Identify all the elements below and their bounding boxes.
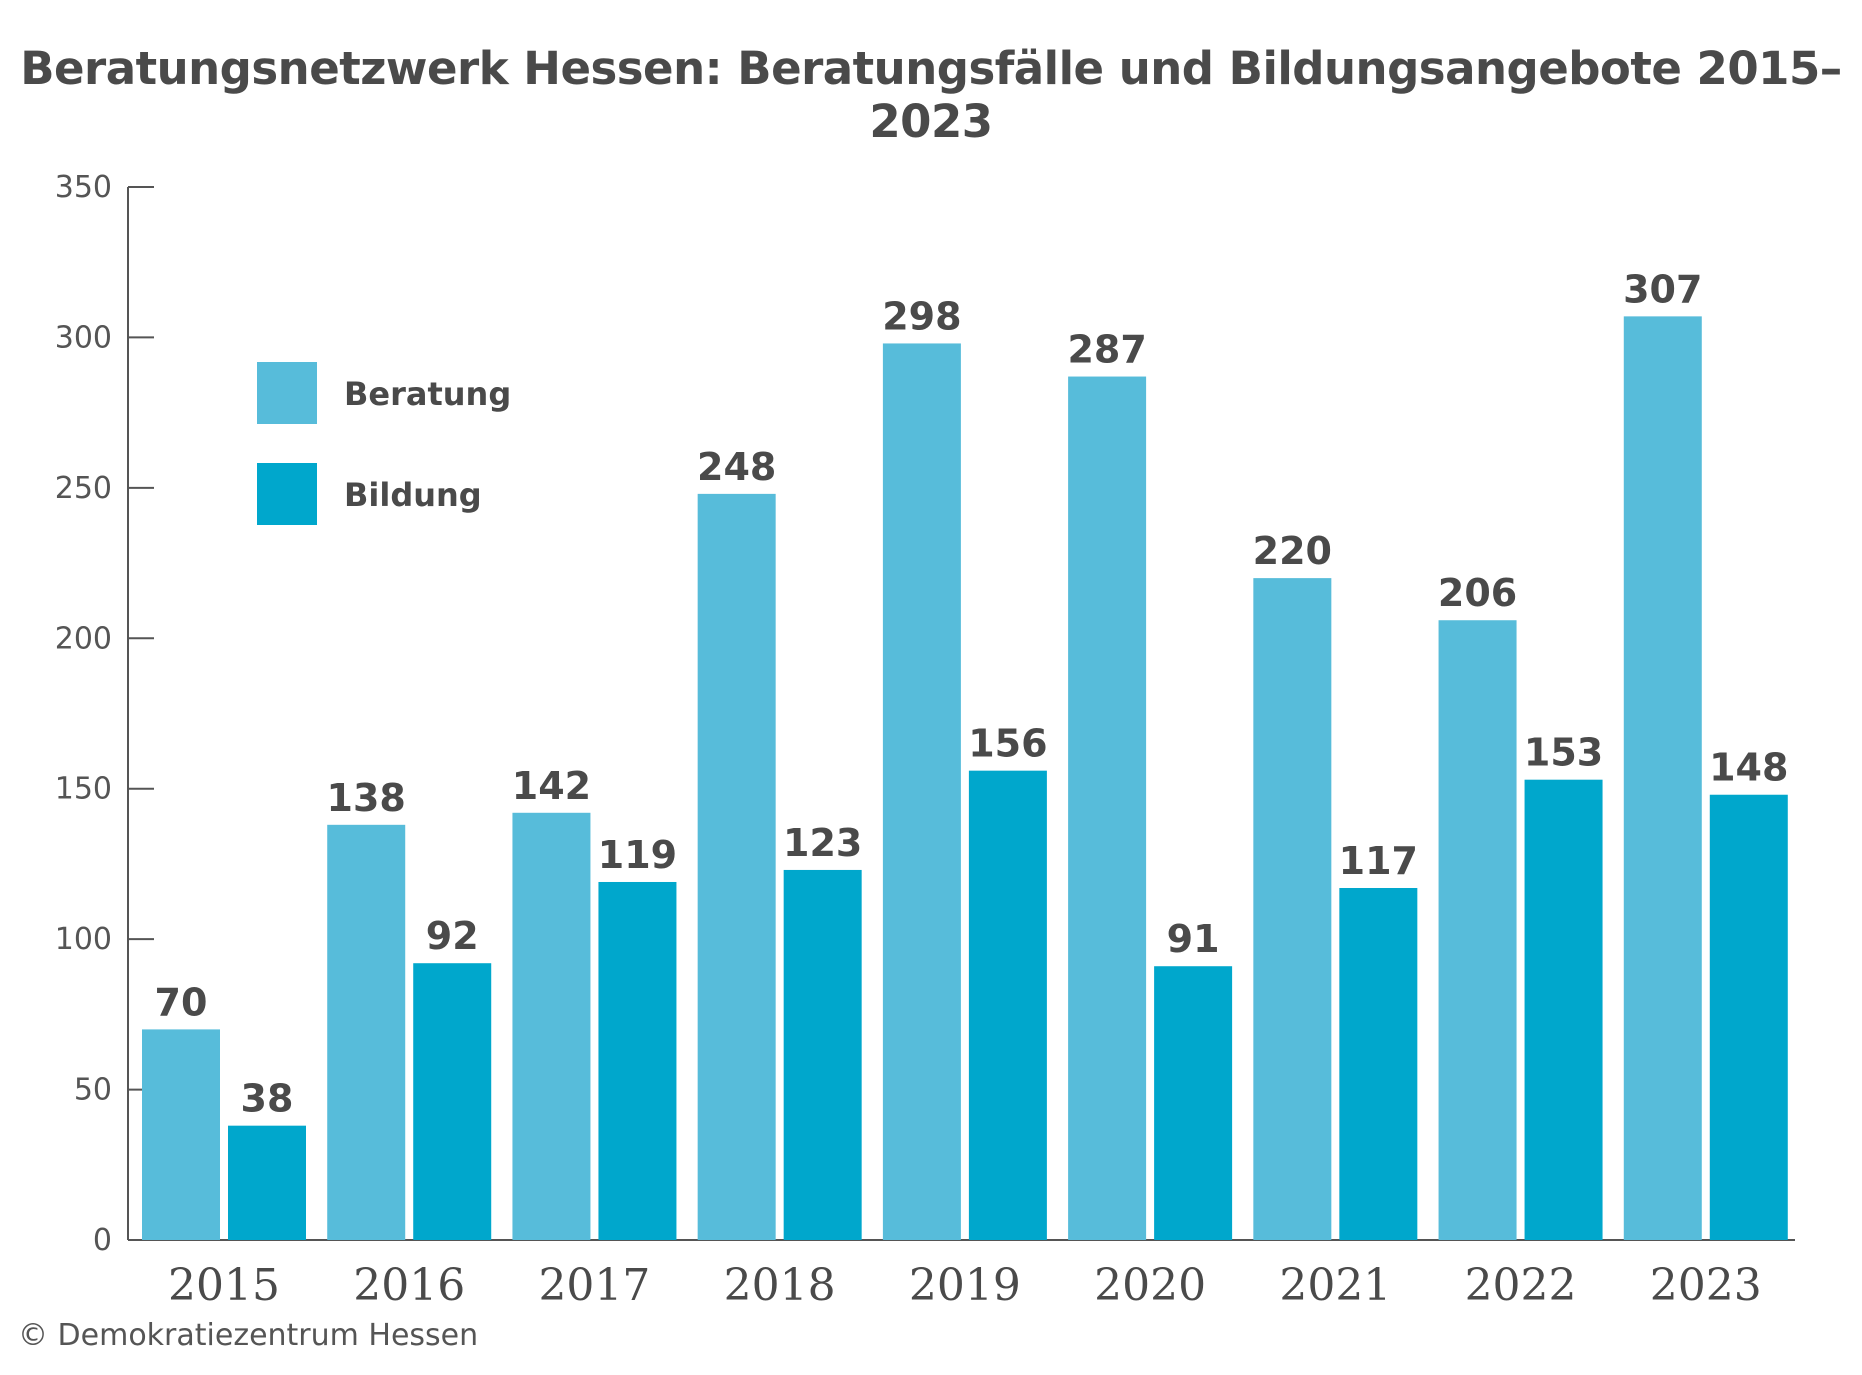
- y-tick-label: 150: [55, 772, 112, 807]
- y-tick-label: 200: [55, 621, 112, 656]
- bar-beratung-2020: [1068, 376, 1147, 1240]
- bar-beratung-2022: [1438, 620, 1517, 1240]
- y-tick-label: 300: [55, 320, 112, 355]
- legend-swatch-beratung: [257, 362, 317, 424]
- legend-label-bildung: Bildung: [344, 476, 482, 514]
- bar-beratung-2021: [1253, 578, 1332, 1240]
- data-label-bildung-2019: 156: [968, 722, 1047, 766]
- bar-bildung-2020: [1154, 966, 1233, 1240]
- bars: [142, 316, 1788, 1241]
- bar-beratung-2016: [327, 824, 406, 1240]
- legend-label-beratung: Beratung: [344, 375, 511, 413]
- data-label-bildung-2023: 148: [1709, 746, 1788, 790]
- bar-bildung-2017: [598, 881, 677, 1240]
- data-label-beratung-2020: 287: [1067, 328, 1146, 372]
- bar-bildung-2016: [413, 963, 492, 1240]
- y-tick-label: 0: [93, 1223, 112, 1258]
- bar-bildung-2018: [783, 869, 862, 1240]
- x-tick-label-2018: 2018: [724, 1260, 836, 1311]
- data-label-beratung-2016: 138: [327, 776, 406, 820]
- x-tick-label-2016: 2016: [353, 1260, 465, 1311]
- data-label-beratung-2023: 307: [1623, 267, 1702, 311]
- y-tick-label: 250: [55, 471, 112, 506]
- x-tick-label-2022: 2022: [1465, 1260, 1577, 1311]
- data-label-bildung-2020: 91: [1167, 917, 1220, 961]
- x-tick-label-2020: 2020: [1094, 1260, 1206, 1311]
- bar-bildung-2021: [1339, 887, 1418, 1240]
- data-label-bildung-2017: 119: [598, 833, 677, 877]
- x-tick-label-2021: 2021: [1279, 1260, 1391, 1311]
- x-tick-label-2023: 2023: [1650, 1260, 1762, 1311]
- data-label-bildung-2022: 153: [1524, 731, 1603, 775]
- data-label-bildung-2021: 117: [1339, 839, 1418, 883]
- data-label-beratung-2021: 220: [1253, 529, 1332, 573]
- bar-beratung-2017: [512, 812, 591, 1240]
- data-label-bildung-2015: 38: [241, 1077, 294, 1121]
- data-label-beratung-2018: 248: [697, 445, 776, 489]
- axes: 0 50 100 150 200 250 300 350 2015 2016 2017 2018 201…: [55, 170, 1795, 1311]
- bar-beratung-2023: [1623, 316, 1702, 1241]
- legend: Beratung Bildung: [257, 362, 511, 525]
- data-label-beratung-2022: 206: [1438, 571, 1517, 615]
- y-tick-label: 100: [55, 922, 112, 957]
- chart-title: Beratungsnetzwerk Hessen: Beratungsfälle…: [20, 42, 1842, 148]
- legend-swatch-bildung: [257, 463, 317, 525]
- bar-bildung-2022: [1524, 779, 1603, 1240]
- data-label-bildung-2016: 92: [426, 914, 479, 958]
- y-tick-label: 350: [55, 170, 112, 205]
- copyright-notice: © Demokratiezentrum Hessen: [18, 1318, 479, 1353]
- x-tick-label-2019: 2019: [909, 1260, 1021, 1311]
- bar-beratung-2015: [142, 1029, 220, 1240]
- y-tick-label: 50: [74, 1073, 112, 1108]
- bar-bildung-2015: [228, 1125, 306, 1240]
- data-label-beratung-2015: 70: [155, 980, 208, 1024]
- bar-bildung-2019: [968, 770, 1047, 1240]
- bar-bildung-2023: [1709, 794, 1788, 1240]
- data-label-beratung-2019: 298: [882, 294, 961, 338]
- bar-beratung-2019: [882, 343, 961, 1241]
- x-tick-label-2017: 2017: [538, 1260, 650, 1311]
- data-label-bildung-2018: 123: [783, 821, 862, 865]
- data-label-beratung-2017: 142: [512, 764, 591, 808]
- bar-beratung-2018: [697, 493, 776, 1241]
- x-tick-label-2015: 2015: [168, 1260, 280, 1311]
